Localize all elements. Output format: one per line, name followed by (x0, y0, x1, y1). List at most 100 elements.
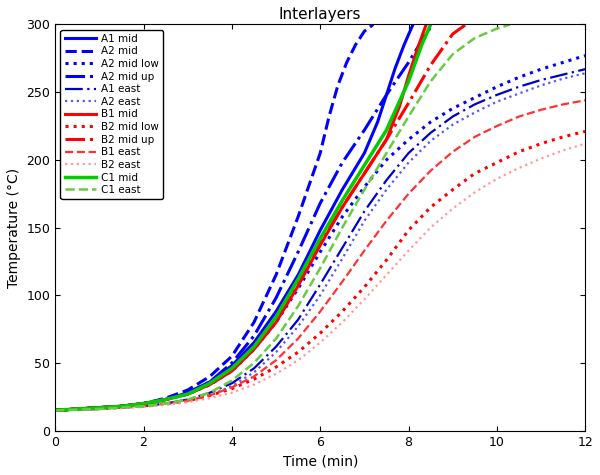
A1 mid (392, 65, 399, 71)
A2 mid (96, 405, 103, 410)
B1 east (405, 191, 412, 197)
C1 east (506, 22, 514, 28)
A2 east (317, 293, 324, 298)
B2 east (206, 395, 214, 401)
A1 mid (361, 150, 368, 156)
C1 east (317, 266, 324, 271)
C1 mid (228, 366, 235, 371)
C1 mid (427, 22, 434, 28)
B2 east (118, 406, 125, 411)
A1 mid (140, 401, 147, 407)
B2 mid up (96, 405, 103, 410)
A2 mid up (250, 333, 257, 339)
B1 east (361, 248, 368, 254)
B2 mid low (96, 405, 103, 410)
A1 east (427, 130, 434, 136)
Line: A1 mid: A1 mid (55, 25, 413, 410)
A2 mid low (427, 119, 434, 125)
B1 mid (118, 403, 125, 409)
A2 mid (140, 401, 147, 407)
A1 east (272, 344, 280, 350)
A1 mid (250, 340, 257, 345)
B2 mid up (118, 403, 125, 409)
B2 mid low (405, 228, 412, 233)
A2 east (184, 398, 191, 404)
A2 mid (250, 320, 257, 325)
B2 east (405, 248, 412, 254)
B2 east (250, 382, 257, 388)
A2 east (118, 405, 125, 410)
A2 mid (184, 387, 191, 393)
A2 mid low (559, 59, 566, 65)
B2 east (538, 156, 545, 162)
A2 east (74, 407, 81, 412)
B2 mid low (74, 406, 81, 412)
B1 east (471, 134, 478, 140)
A2 east (52, 408, 59, 413)
A2 mid up (295, 249, 302, 255)
C1 east (338, 225, 346, 230)
A1 east (383, 177, 390, 183)
B1 mid (361, 171, 368, 176)
A1 mid (74, 406, 81, 412)
C1 mid (361, 162, 368, 168)
A2 east (206, 393, 214, 399)
A2 mid low (118, 403, 125, 409)
B2 mid low (581, 129, 589, 134)
Y-axis label: Temperature (°C): Temperature (°C) (7, 168, 21, 288)
A2 mid up (418, 38, 425, 44)
Line: B2 mid up: B2 mid up (55, 25, 466, 410)
C1 mid (272, 314, 280, 320)
A1 mid (96, 405, 103, 410)
C1 east (52, 408, 59, 413)
Line: B2 east: B2 east (55, 143, 585, 410)
B2 east (338, 320, 346, 325)
A2 mid (352, 42, 359, 48)
B1 mid (162, 397, 169, 402)
C1 mid (405, 78, 412, 84)
C1 east (427, 78, 434, 84)
B2 mid low (515, 149, 523, 154)
B2 mid up (338, 204, 346, 210)
A2 mid (206, 374, 214, 380)
A2 mid (52, 408, 59, 413)
C1 east (272, 336, 280, 342)
A2 east (427, 138, 434, 144)
A2 mid up (184, 390, 191, 396)
B1 east (538, 107, 545, 113)
C1 mid (338, 198, 346, 203)
B2 mid low (295, 349, 302, 355)
A1 mid (162, 397, 169, 402)
A2 mid (343, 59, 350, 65)
C1 mid (74, 406, 81, 412)
B2 mid up (206, 382, 214, 388)
A2 mid up (118, 403, 125, 409)
C1 mid (52, 408, 59, 413)
A1 east (515, 84, 523, 90)
A1 mid (374, 119, 381, 125)
A1 east (250, 366, 257, 371)
B2 east (361, 296, 368, 302)
A2 east (471, 110, 478, 115)
A2 mid (228, 353, 235, 359)
A2 east (405, 160, 412, 165)
B2 east (493, 176, 500, 181)
B1 east (228, 384, 235, 390)
A1 east (493, 92, 500, 98)
Legend: A1 mid, A2 mid, A2 mid low, A2 mid up, A1 east, A2 east, B1 mid, B2 mid low, B2 : A1 mid, A2 mid, A2 mid low, A2 mid up, A… (61, 30, 163, 200)
B1 east (493, 123, 500, 129)
B2 east (272, 371, 280, 377)
A1 east (96, 406, 103, 412)
A2 mid low (405, 137, 412, 142)
A1 east (317, 282, 324, 287)
C1 east (383, 150, 390, 156)
A2 mid (118, 403, 125, 409)
A2 mid low (338, 214, 346, 219)
A2 east (538, 83, 545, 88)
A2 east (449, 122, 456, 127)
X-axis label: Time (min): Time (min) (283, 454, 358, 468)
A2 east (295, 323, 302, 329)
A2 mid low (206, 382, 214, 388)
A2 east (338, 256, 346, 262)
B1 mid (272, 320, 280, 325)
